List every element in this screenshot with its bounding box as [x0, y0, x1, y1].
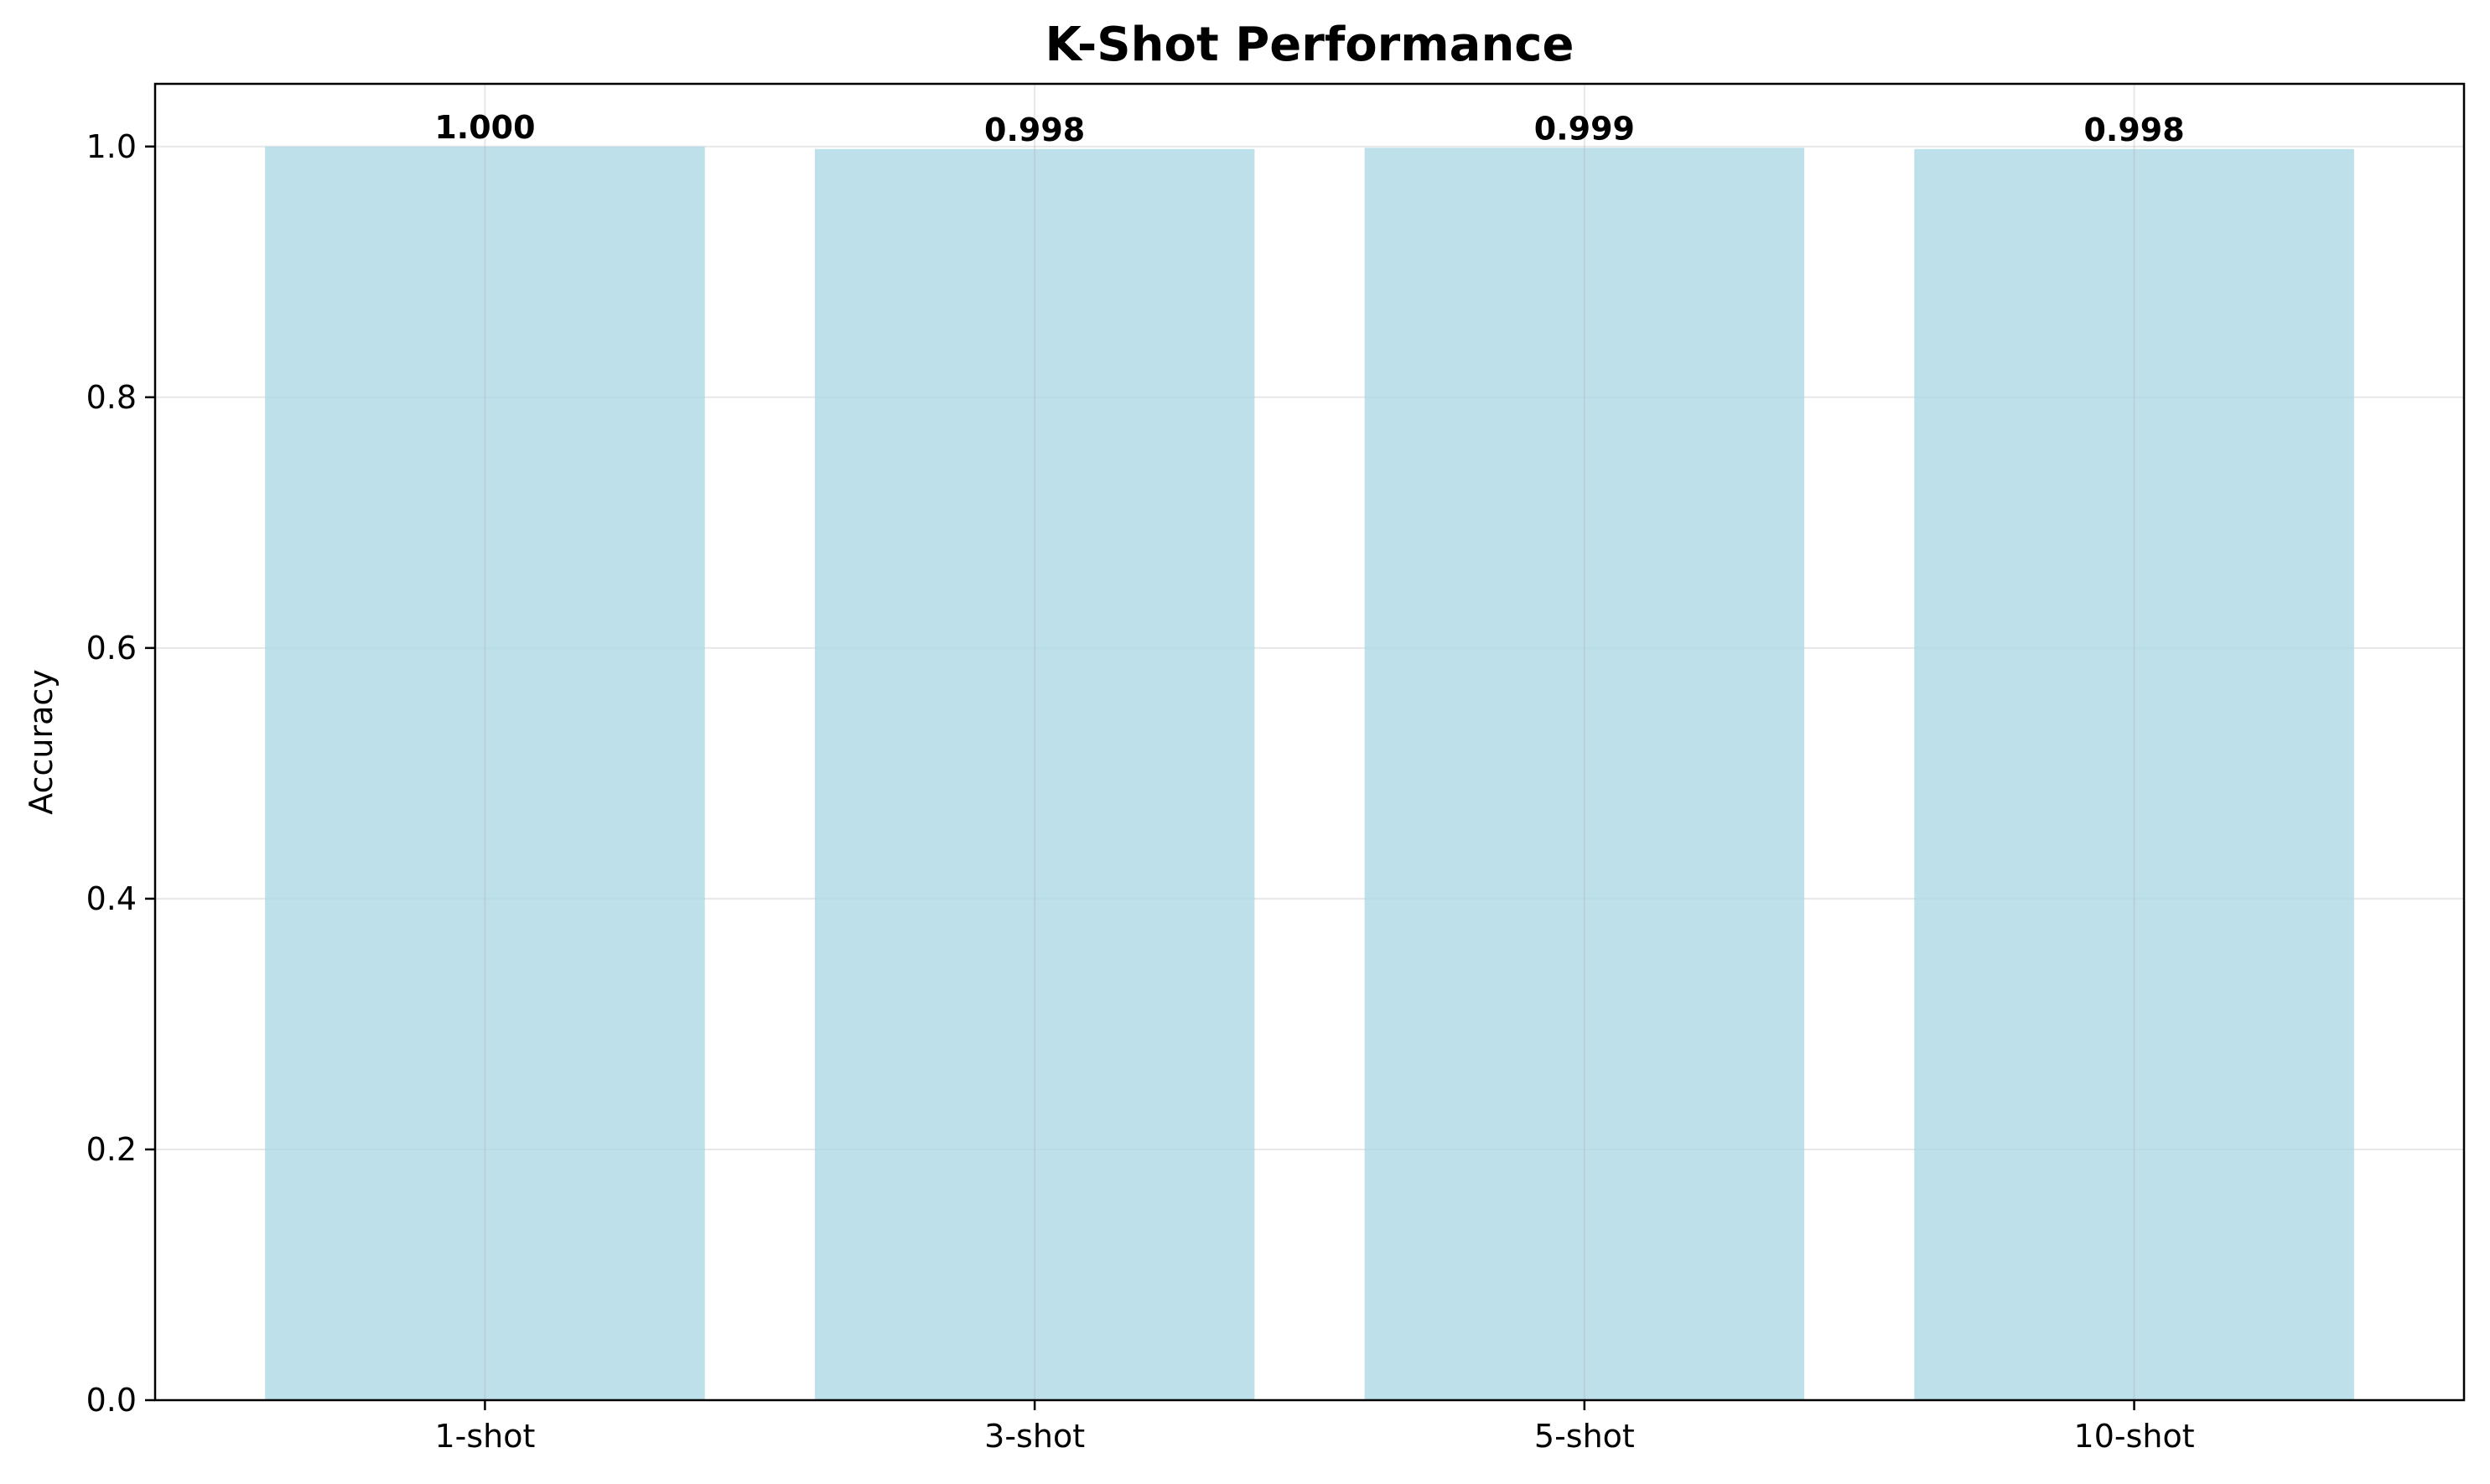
y-tick-label: 0.6 [86, 630, 137, 667]
data-label-10-shot: 0.998 [2083, 112, 2184, 148]
bars-layer [265, 84, 2354, 1401]
y-axis-label: Accuracy [23, 669, 60, 815]
bar-1-shot [265, 146, 705, 1400]
bar-5-shot [1364, 148, 1805, 1401]
bar-10-shot [1914, 148, 2354, 1400]
x-tick-label: 5-shot [1534, 1418, 1635, 1455]
bar-3-shot [814, 148, 1255, 1400]
plot-frame [153, 82, 2466, 1402]
data-labels-layer: 1.000 0.998 0.999 0.998 [434, 109, 2184, 148]
y-tick-label: 0.4 [86, 880, 137, 917]
y-tick-label: 0.0 [86, 1382, 137, 1419]
y-tick-label: 1.0 [86, 128, 137, 165]
y-tick-label: 0.8 [86, 379, 137, 416]
data-label-1-shot: 1.000 [434, 109, 535, 146]
data-label-3-shot: 0.998 [984, 112, 1085, 148]
y-axis: 0.0 0.2 0.4 0.6 0.8 1.0 [86, 128, 155, 1419]
x-tick-label: 3-shot [984, 1418, 1085, 1455]
data-label-5-shot: 0.999 [1534, 110, 1635, 147]
x-tick-label: 10-shot [2074, 1418, 2195, 1455]
x-tick-label: 1-shot [434, 1418, 535, 1455]
x-axis: 1-shot 3-shot 5-shot 10-shot [434, 1400, 2195, 1455]
y-tick-label: 0.2 [86, 1131, 137, 1168]
chart-title: K-Shot Performance [1045, 18, 1574, 72]
